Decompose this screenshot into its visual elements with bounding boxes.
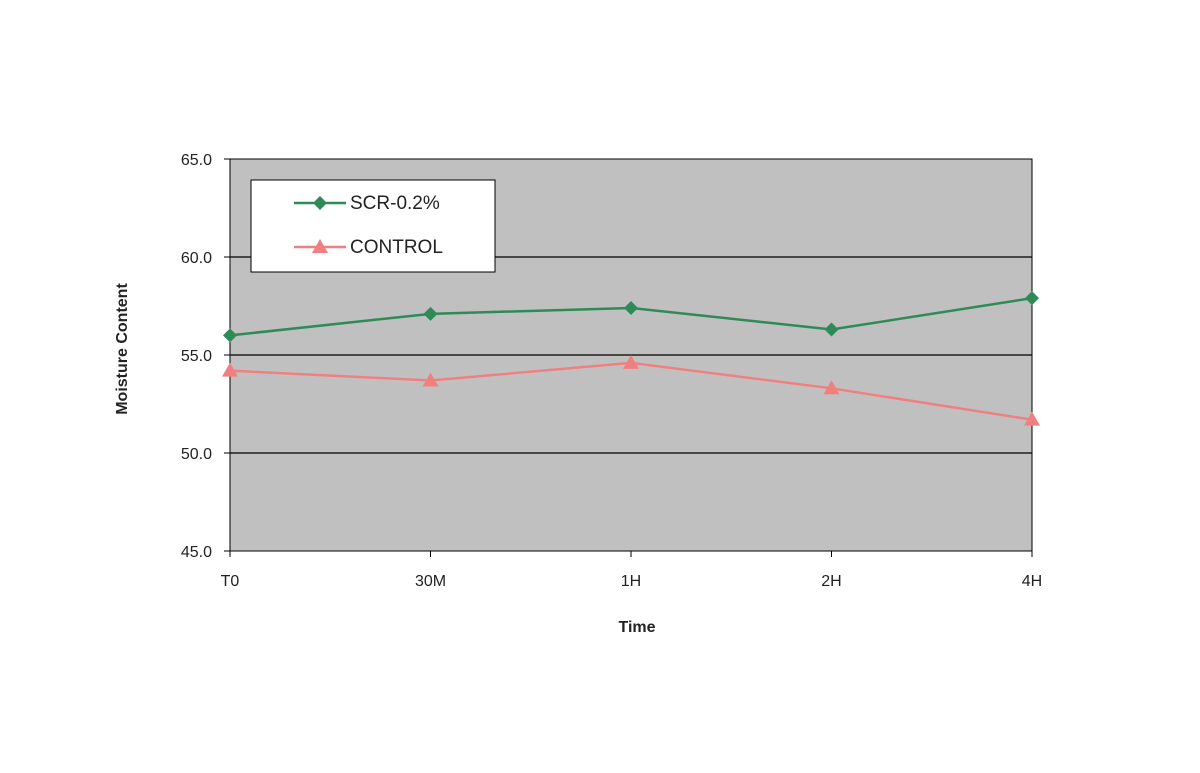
- data-point-control: [222, 362, 238, 377]
- x-axis-title: Time: [618, 619, 655, 636]
- y-tick-label: 55.0: [181, 348, 212, 365]
- legend-label-scr: SCR-0.2%: [350, 193, 440, 214]
- y-axis-title: Moisture Content: [114, 283, 131, 415]
- data-point-scr-0-2: [824, 322, 839, 337]
- x-tick-label: 1H: [621, 573, 641, 590]
- x-tick-label: 4H: [1022, 573, 1042, 590]
- x-tick-label: 30M: [415, 573, 446, 590]
- data-point-scr-0-2: [223, 328, 237, 343]
- data-point-scr-0-2: [423, 306, 438, 321]
- x-tick-label: 2H: [821, 573, 841, 590]
- data-point-control: [422, 372, 439, 387]
- legend-box: [250, 179, 496, 273]
- data-point-scr-0-2: [1025, 291, 1039, 306]
- legend-diamond-marker: [313, 196, 327, 210]
- data-point-scr-0-2: [624, 300, 638, 315]
- x-axis-ticks: T0 30M 1H 2H 4H: [221, 551, 1042, 590]
- x-tick-label: T0: [221, 573, 240, 590]
- y-tick-label: 60.0: [181, 250, 212, 267]
- series-layer: [222, 291, 1040, 426]
- legend-triangle-marker: [312, 239, 328, 253]
- y-axis-ticks: 45.0 50.0 55.0 60.0 65.0: [181, 152, 230, 561]
- y-tick-label: 65.0: [181, 152, 212, 169]
- data-point-control: [623, 354, 639, 369]
- y-tick-label: 45.0: [181, 544, 212, 561]
- data-point-control: [823, 380, 840, 395]
- y-tick-label: 50.0: [181, 446, 212, 463]
- legend-label-control: CONTROL: [350, 237, 443, 258]
- data-point-control: [1024, 411, 1040, 426]
- legend: SCR-0.2% CONTROL: [250, 179, 496, 273]
